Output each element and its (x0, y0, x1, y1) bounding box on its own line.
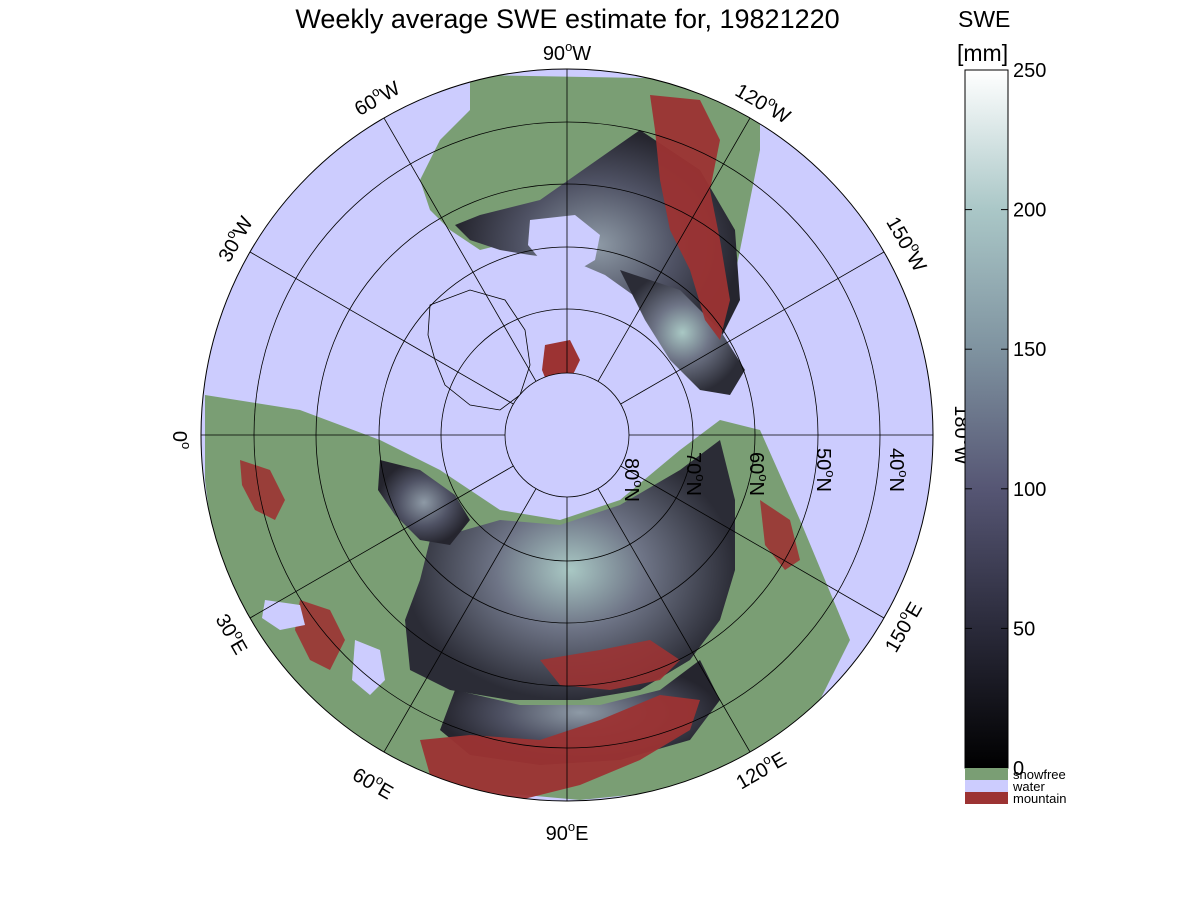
colorbar-tick-label: 250 (1013, 60, 1046, 82)
meridian-line (249, 251, 514, 405)
meridian-line (249, 465, 514, 619)
caucasus-mountain (295, 600, 345, 670)
hudson-bay (528, 215, 600, 275)
longitude-label: 60oE (348, 761, 398, 805)
longitude-label: 90oW (543, 39, 591, 65)
colorbar-tick-label: 50 (1013, 618, 1035, 640)
latitude-label: 50oN (812, 448, 838, 492)
meridian-line (383, 488, 537, 753)
colorbar-tick-label: 150 (1013, 339, 1046, 361)
black-sea (262, 600, 305, 630)
category-label-snowfree: snowfree (1013, 767, 1066, 782)
himalaya-mountain (420, 695, 700, 800)
colorbar-ticks: 0 50 100 150 200 250 (965, 60, 1046, 780)
meridian-line (597, 488, 751, 753)
colorbar-label-unit: [mm] (957, 40, 1009, 66)
latitude-label: 60oN (745, 452, 771, 496)
latitude-label: 70oN (682, 452, 708, 496)
latitude-label: 40oN (885, 448, 911, 492)
meridian-line (383, 117, 537, 382)
latitude-label: 80oN (620, 458, 646, 502)
graticule (201, 69, 933, 801)
meridian-line (597, 117, 751, 382)
arctic-ocean (505, 373, 629, 497)
meridian-line (620, 251, 885, 405)
caspian-sea (352, 640, 385, 695)
category-label-water: water (1012, 779, 1045, 794)
longitude-label: 30oE (210, 609, 254, 659)
map-disc (201, 69, 933, 801)
map-border (200, 68, 934, 802)
kamchatka-mountain (760, 500, 800, 570)
alps-mountain (240, 460, 285, 520)
category-swatch-snowfree (965, 768, 1008, 780)
altai-mountain (540, 640, 680, 690)
scandinavia-snow (378, 460, 470, 545)
longitude-label: 90oE (546, 819, 589, 845)
meridian-line (620, 465, 885, 619)
category-swatch-water (965, 780, 1008, 792)
canada-west-snow (620, 270, 745, 395)
colorbar-gradient (964, 69, 1009, 769)
siberia-snow (405, 440, 735, 700)
latitude-labels: 80oN 70oN 60oN 50oN 40oN (620, 448, 911, 502)
map-title: Weekly average SWE estimate for, 1982122… (295, 4, 840, 34)
longitude-label: 0o (168, 431, 194, 449)
category-swatch-mountain (965, 792, 1008, 804)
colorbar-tick-label: 0 (1013, 758, 1024, 780)
colorbar-tick-label: 200 (1013, 200, 1046, 222)
colorbar-tick-label: 100 (1013, 479, 1046, 501)
category-label-mountain: mountain (1013, 791, 1066, 806)
colorbar-label-swe: SWE (958, 6, 1011, 32)
